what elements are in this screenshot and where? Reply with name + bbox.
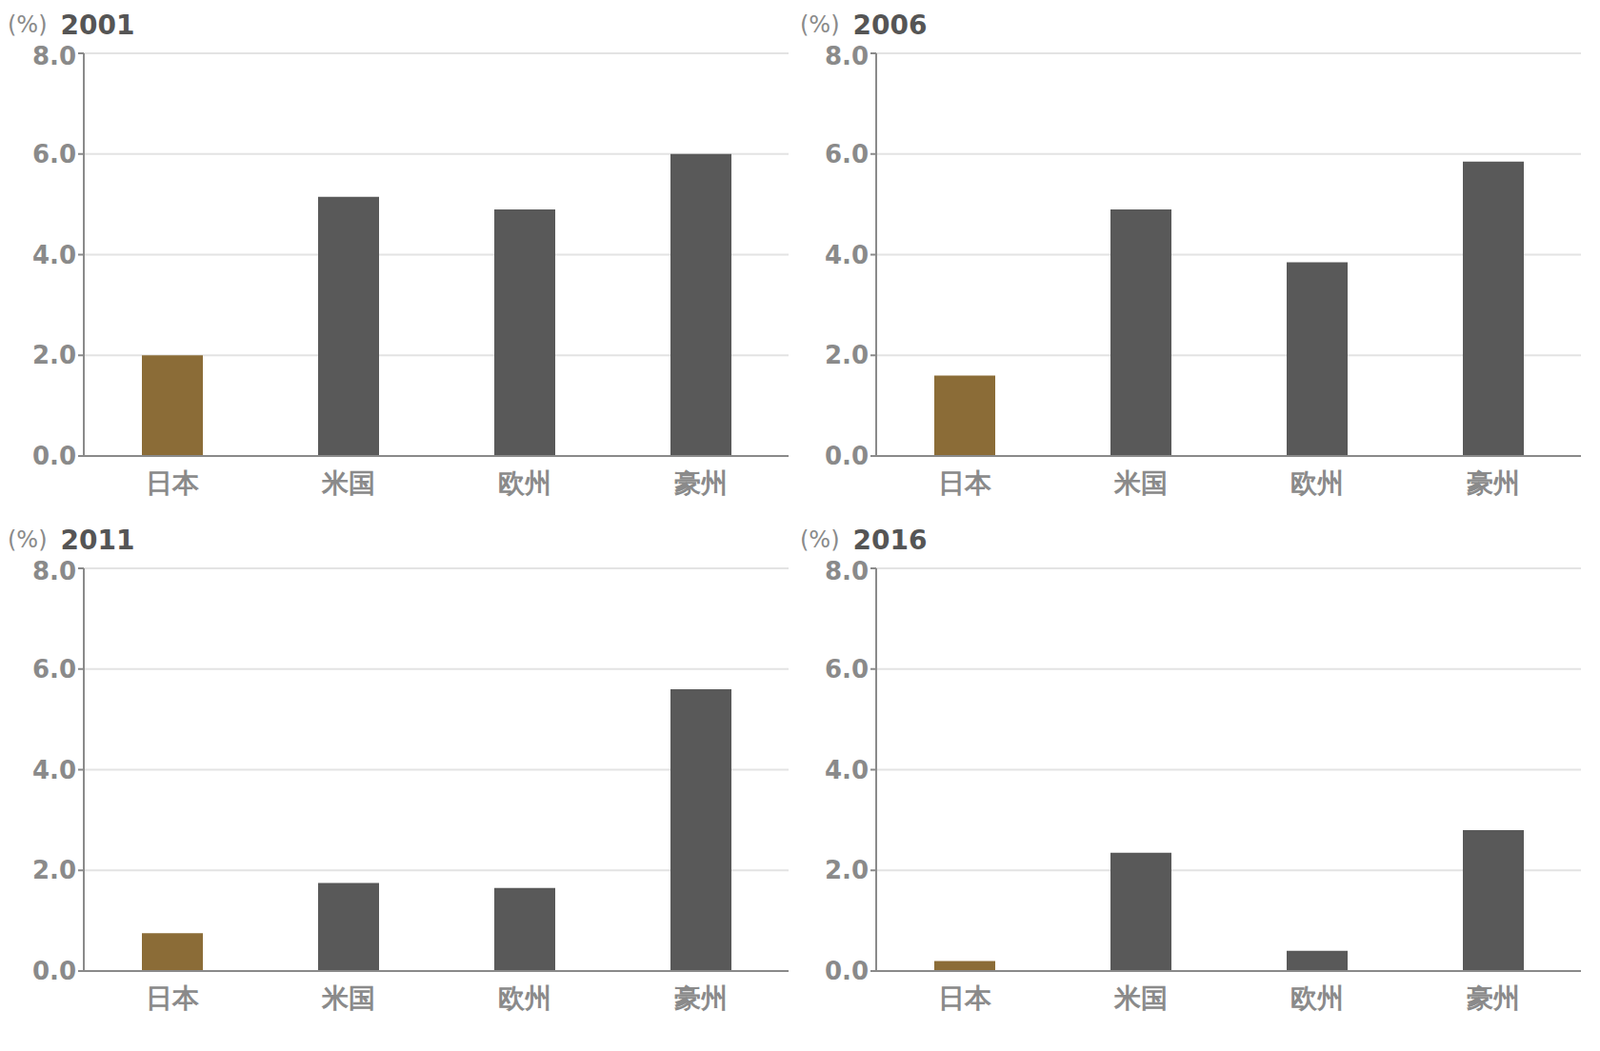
html-text:2016: 2016 — [852, 524, 928, 556]
svg-text:欧州: 欧州 — [498, 982, 552, 1015]
svg-text:日本: 日本 — [145, 467, 200, 500]
svg-text:豪州: 豪州 — [674, 467, 728, 500]
svg-text:6.0: 6.0 — [32, 140, 77, 169]
svg-text:4.0: 4.0 — [824, 240, 869, 270]
svg-text:0.0: 0.0 — [824, 441, 869, 471]
svg-text:豪州: 豪州 — [1466, 467, 1520, 500]
svg-text:6.0: 6.0 — [824, 140, 869, 169]
svg-text:0.0: 0.0 — [824, 957, 869, 986]
svg-text:6.0: 6.0 — [32, 655, 77, 684]
svg-text:6.0: 6.0 — [824, 655, 869, 684]
svg-text:米国: 米国 — [320, 467, 376, 500]
svg-text:欧州: 欧州 — [498, 467, 552, 500]
svg-text:2.0: 2.0 — [824, 340, 869, 370]
svg-text:8.0: 8.0 — [32, 557, 77, 586]
svg-text:4.0: 4.0 — [32, 240, 77, 270]
svg-text:米国: 米国 — [320, 982, 376, 1015]
svg-text:2.0: 2.0 — [32, 340, 77, 370]
svg-text:日本: 日本 — [938, 982, 993, 1015]
svg-text:欧州: 欧州 — [1290, 467, 1344, 500]
svg-text:米国: 米国 — [1113, 467, 1168, 500]
html-text:2011: 2011 — [60, 524, 135, 556]
svg-text:4.0: 4.0 — [32, 756, 77, 785]
svg-text:欧州: 欧州 — [1290, 982, 1344, 1015]
svg-text:2.0: 2.0 — [32, 856, 77, 885]
svg-text:8.0: 8.0 — [32, 41, 77, 71]
svg-text:4.0: 4.0 — [824, 756, 869, 785]
svg-text:0.0: 0.0 — [32, 441, 77, 471]
html-text:2001: 2001 — [60, 9, 135, 41]
html-text:2006: 2006 — [852, 9, 928, 41]
svg-text:米国: 米国 — [1113, 982, 1168, 1015]
svg-text:0.0: 0.0 — [32, 957, 77, 986]
svg-text:日本: 日本 — [145, 982, 200, 1015]
svg-text:8.0: 8.0 — [824, 41, 869, 71]
svg-text:8.0: 8.0 — [824, 557, 869, 586]
svg-text:豪州: 豪州 — [674, 982, 728, 1015]
svg-text:豪州: 豪州 — [1466, 982, 1520, 1015]
svg-text:日本: 日本 — [938, 467, 993, 500]
svg-text:2.0: 2.0 — [824, 856, 869, 885]
